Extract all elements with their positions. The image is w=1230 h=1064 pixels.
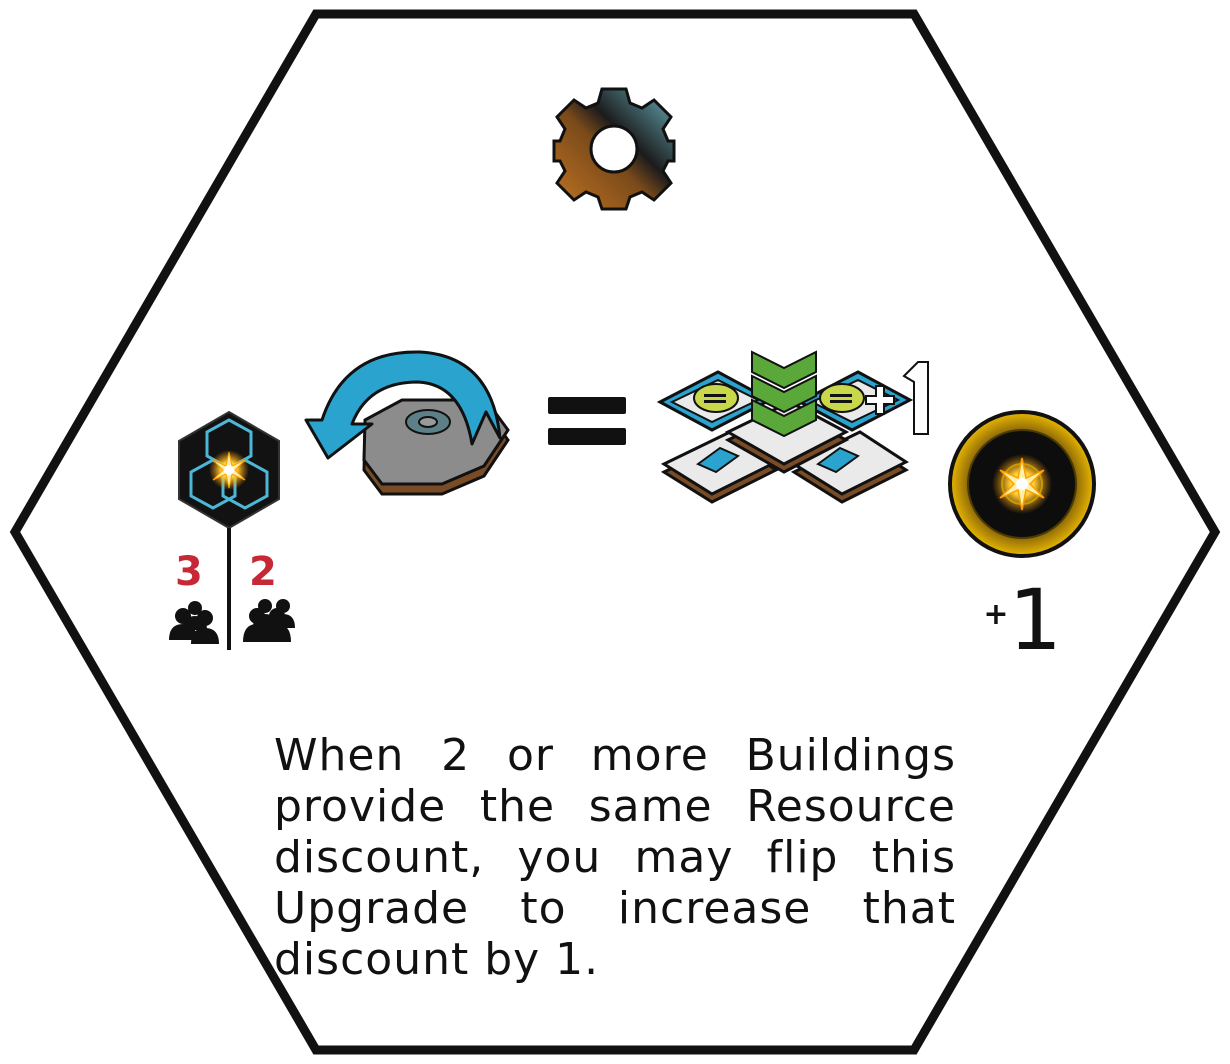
three-players-icon xyxy=(169,601,219,644)
star-token-icon xyxy=(948,410,1096,558)
gear-icon xyxy=(552,87,676,211)
reward-plus: + xyxy=(983,597,1009,632)
equals-icon xyxy=(548,397,626,445)
player-count-three: 3 xyxy=(175,549,203,595)
star-core-hex-icon xyxy=(178,410,280,530)
rules-text: When 2 or more Buildings provide the sam… xyxy=(274,730,956,985)
plus-one-badge-icon xyxy=(865,361,929,435)
two-players-icon xyxy=(243,599,295,642)
chevron-stack-icon xyxy=(751,350,817,438)
reward-number: 1 xyxy=(1008,571,1062,669)
flip-tile-icon xyxy=(304,350,510,496)
reward-amount: +1 xyxy=(983,578,1062,662)
stacked-discount-buildings-icon xyxy=(656,350,929,504)
player-count-two: 2 xyxy=(249,549,277,595)
card-border xyxy=(9,9,1221,1055)
